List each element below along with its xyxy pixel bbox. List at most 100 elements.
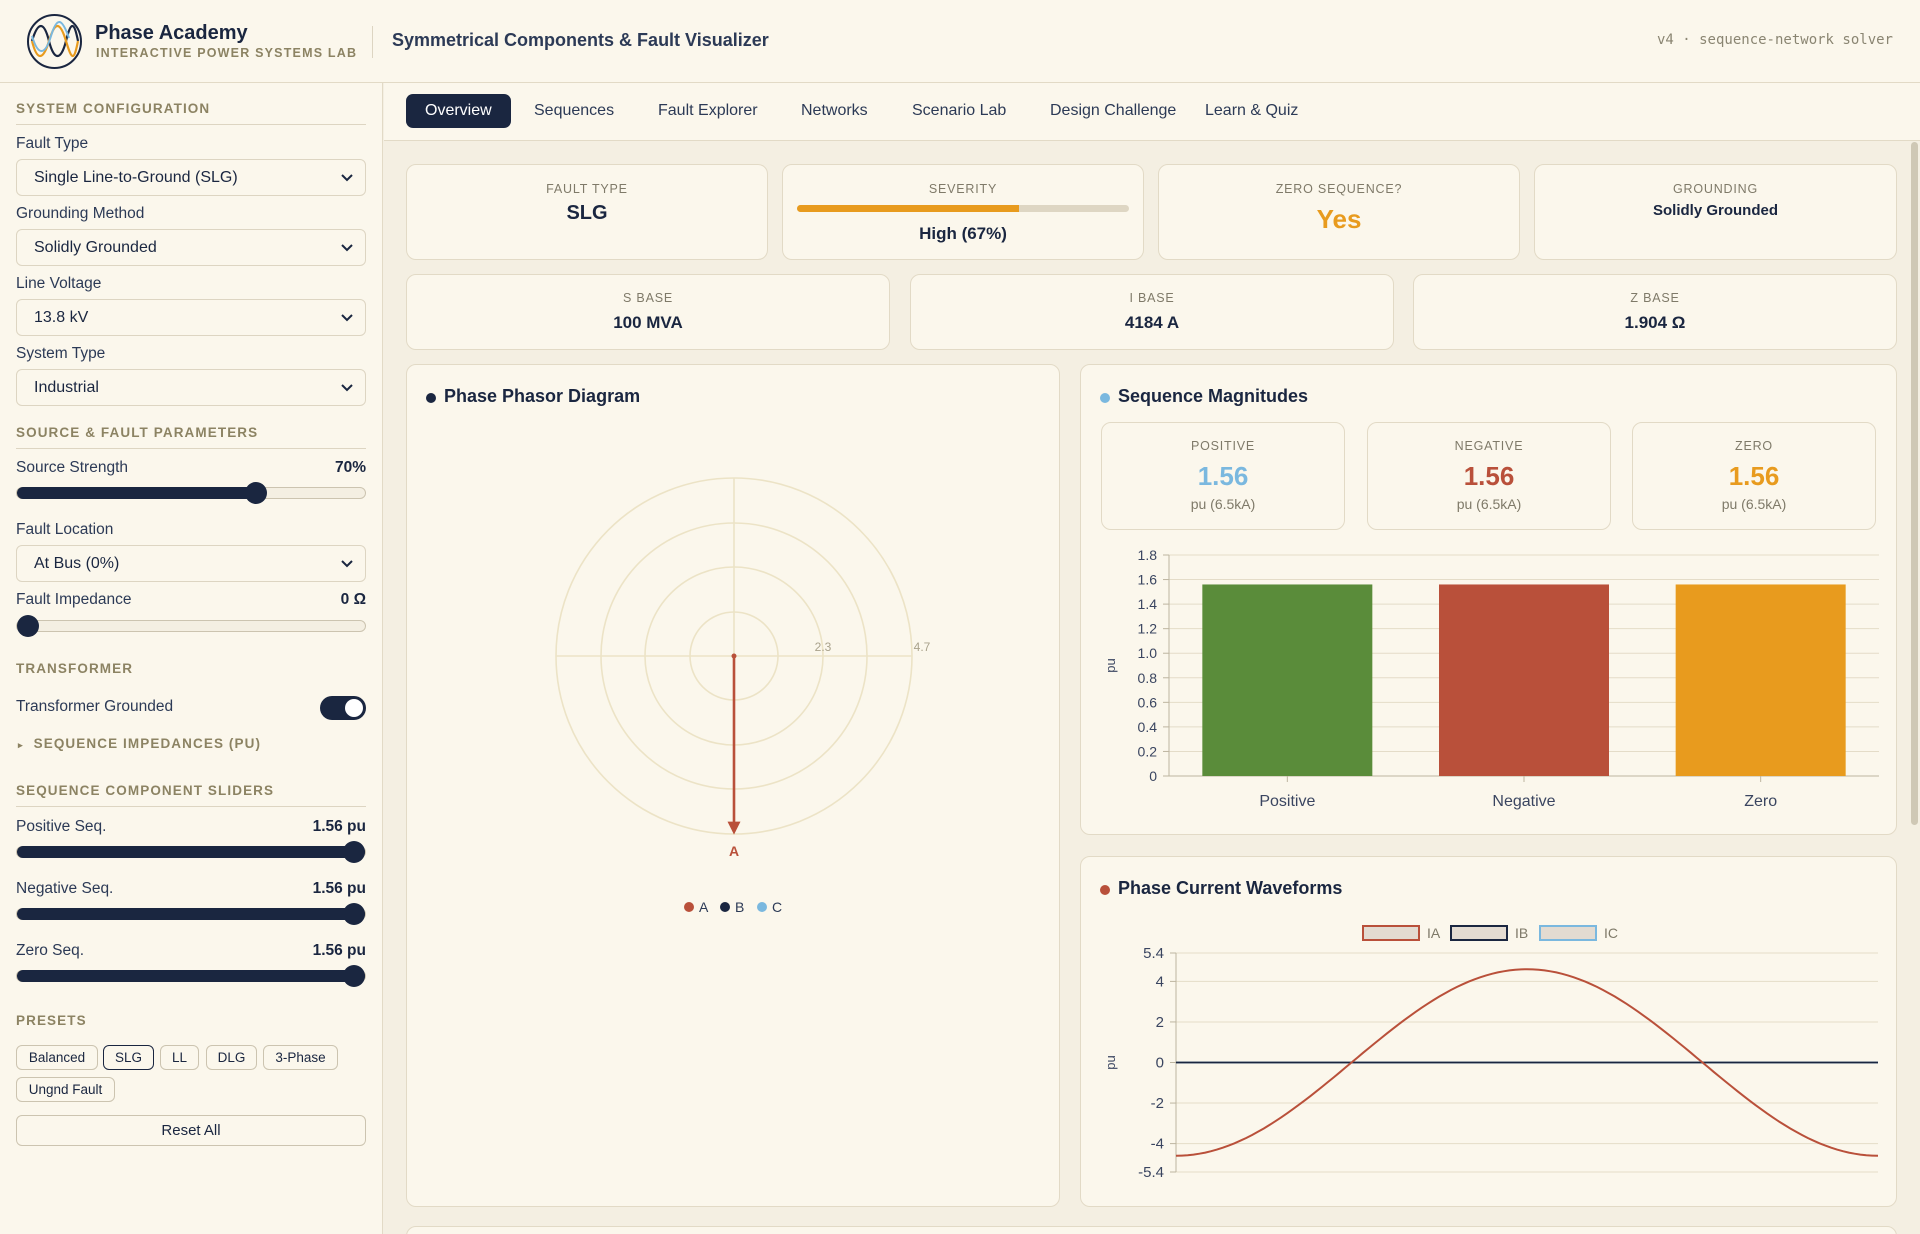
y-tick-label: 4 — [1156, 973, 1164, 990]
next-panel — [406, 1226, 1897, 1234]
seq-impedances-expander[interactable]: ▸ SEQUENCE IMPEDANCES (PU) — [18, 736, 261, 751]
i-base-card: I BASE 4184 A — [910, 274, 1394, 350]
legend-label-ia: IA — [1427, 925, 1441, 941]
grounding-stat-label: GROUNDING — [1673, 182, 1758, 196]
y-tick-label: 5.4 — [1143, 945, 1164, 962]
y-axis-label: pu — [1103, 1055, 1118, 1069]
tab-scenario-lab[interactable]: Scenario Lab — [912, 102, 1007, 119]
source-strength-row: Source Strength 70% — [16, 459, 366, 477]
y-tick-label: 1.8 — [1138, 547, 1158, 563]
fault-impedance-row: Fault Impedance 0 Ω — [16, 591, 366, 609]
negative-card-sub: pu (6.5kA) — [1456, 496, 1522, 512]
zero-seq-row: Zero Seq. 1.56 pu — [16, 942, 366, 960]
negative-card-value: 1.56 — [1463, 461, 1515, 491]
brand-name: Phase Academy — [95, 22, 248, 44]
slider-thumb[interactable] — [343, 965, 365, 987]
negative-card-label: NEGATIVE — [1454, 439, 1524, 453]
brand-subtitle: INTERACTIVE POWER SYSTEMS LAB — [96, 46, 358, 60]
phasor-diagram[interactable]: 2.3 4.7 A A B C — [407, 365, 1061, 1208]
version-label: v4 · sequence-network solver — [1656, 32, 1893, 48]
tab-design-challenge[interactable]: Design Challenge — [1050, 102, 1177, 119]
preset-ungnd-fault-button[interactable]: Ungnd Fault — [16, 1077, 115, 1102]
x-tick-label: Positive — [1259, 793, 1315, 810]
grounding-label: Grounding Method — [16, 205, 145, 222]
tab-learn-quiz[interactable]: Learn & Quiz — [1205, 102, 1299, 119]
y-tick-label: 0.8 — [1138, 670, 1158, 686]
reset-all-button[interactable]: Reset All — [16, 1115, 366, 1146]
line-voltage-label: Line Voltage — [16, 275, 102, 292]
fault-type-label: Fault Type — [16, 135, 89, 152]
transformer-grounded-toggle[interactable] — [320, 696, 366, 720]
negative-seq-card: NEGATIVE 1.56 pu (6.5kA) — [1367, 422, 1611, 530]
preset-dlg-button[interactable]: DLG — [206, 1045, 257, 1070]
line-voltage-value: 13.8 kV — [34, 309, 89, 326]
preset-slg-button[interactable]: SLG — [103, 1045, 154, 1070]
zero-seq-slider[interactable] — [16, 965, 366, 987]
bar-positive — [1202, 584, 1373, 776]
severity-bar — [797, 205, 1129, 212]
negative-seq-slider[interactable] — [16, 903, 366, 925]
preset-balanced-button[interactable]: Balanced — [16, 1045, 98, 1070]
seq-impedances-label: SEQUENCE IMPEDANCES (PU) — [33, 736, 262, 751]
z-base-label: Z BASE — [1630, 291, 1680, 305]
x-tick-label: Negative — [1492, 793, 1555, 810]
tab-sequences[interactable]: Sequences — [534, 102, 615, 119]
tab-networks[interactable]: Networks — [801, 102, 868, 119]
tab-fault-explorer[interactable]: Fault Explorer — [658, 102, 758, 119]
grounding-value: Solidly Grounded — [34, 239, 157, 256]
positive-seq-slider[interactable] — [16, 841, 366, 863]
system-type-label: System Type — [16, 345, 106, 362]
negative-seq-label: Negative Seq. — [16, 880, 114, 897]
legend-label-ib: IB — [1515, 925, 1528, 941]
legend-c-label: C — [772, 899, 782, 915]
grounding-select[interactable]: Solidly Grounded — [16, 229, 366, 266]
fault-location-select[interactable]: At Bus (0%) — [16, 545, 366, 582]
legend-label-ic: IC — [1604, 925, 1618, 941]
system-type-select[interactable]: Industrial — [16, 369, 366, 406]
fault-type-stat-value: SLG — [566, 202, 608, 224]
main-scrollbar[interactable] — [1911, 142, 1918, 825]
negative-seq-row: Negative Seq. 1.56 pu — [16, 880, 366, 898]
zero-card-label: ZERO — [1735, 439, 1773, 453]
chevron-down-icon — [341, 314, 353, 322]
sidebar: SYSTEM CONFIGURATION Fault Type Single L… — [0, 83, 383, 1234]
fault-type-select[interactable]: Single Line-to-Ground (SLG) — [16, 159, 366, 196]
slider-thumb[interactable] — [343, 841, 365, 863]
legend-b-dot — [720, 902, 730, 912]
tab-bar: Overview Sequences Fault Explorer Networ… — [384, 83, 1920, 141]
y-tick-label: -5.4 — [1138, 1164, 1164, 1181]
slider-fill — [17, 908, 365, 920]
positive-card-value: 1.56 — [1197, 461, 1249, 491]
y-tick-label: 0.2 — [1138, 743, 1158, 759]
chevron-down-icon — [341, 244, 353, 252]
phasor-a-label: A — [729, 843, 739, 859]
sequence-bar-chart: 1.8 1.6 1.4 1.2 1.0 0.8 0.6 0.4 0.2 0 pu Positive Ne… — [1103, 547, 1879, 810]
ring-label-outer: 4.7 — [914, 640, 931, 654]
grounding-stat-value: Solidly Grounded — [1652, 202, 1778, 219]
x-tick-label: Zero — [1744, 793, 1777, 810]
transformer-grounded-label: Transformer Grounded — [16, 698, 174, 715]
source-strength-label: Source Strength — [16, 459, 129, 476]
fault-type-value: Single Line-to-Ground (SLG) — [34, 169, 238, 186]
y-tick-label: 1.6 — [1138, 572, 1158, 588]
line-voltage-select[interactable]: 13.8 kV — [16, 299, 366, 336]
s-base-value: 100 MVA — [613, 313, 683, 332]
preset-3phase-button[interactable]: 3-Phase — [263, 1045, 338, 1070]
panel-dot-icon — [1100, 393, 1110, 403]
severity-label: SEVERITY — [928, 182, 998, 196]
system-config-heading: SYSTEM CONFIGURATION — [16, 101, 366, 125]
chevron-down-icon — [341, 384, 353, 392]
preset-ll-button[interactable]: LL — [160, 1045, 199, 1070]
phasor-panel-title: Phase Phasor Diagram — [444, 386, 641, 406]
presets-heading: PRESETS — [16, 1013, 87, 1028]
tab-overview[interactable]: Overview — [406, 94, 511, 128]
fault-type-card: FAULT TYPE SLG — [406, 164, 768, 260]
fault-impedance-slider[interactable] — [16, 615, 366, 637]
source-strength-slider[interactable] — [16, 482, 366, 504]
source-strength-value: 70% — [334, 459, 366, 476]
slider-thumb[interactable] — [17, 615, 39, 637]
bar-negative — [1439, 584, 1609, 776]
slider-thumb[interactable] — [343, 903, 365, 925]
y-tick-label: -2 — [1151, 1095, 1164, 1112]
slider-thumb[interactable] — [245, 482, 268, 504]
